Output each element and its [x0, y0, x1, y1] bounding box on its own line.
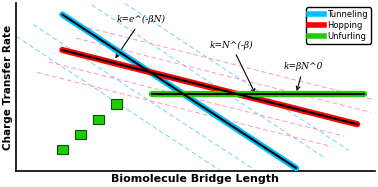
FancyBboxPatch shape	[57, 145, 68, 154]
FancyBboxPatch shape	[111, 99, 122, 109]
Y-axis label: Charge Transfer Rate: Charge Transfer Rate	[3, 24, 13, 150]
FancyBboxPatch shape	[93, 114, 104, 124]
Text: k=βN^0: k=βN^0	[284, 62, 323, 90]
Text: k=e^(-βN): k=e^(-βN)	[116, 15, 166, 57]
Legend: Tunneling, Hopping, Unfurling: Tunneling, Hopping, Unfurling	[306, 7, 371, 44]
Text: k=N^(-β): k=N^(-β)	[209, 40, 255, 92]
X-axis label: Biomolecule Bridge Length: Biomolecule Bridge Length	[112, 174, 279, 184]
FancyBboxPatch shape	[75, 130, 86, 139]
